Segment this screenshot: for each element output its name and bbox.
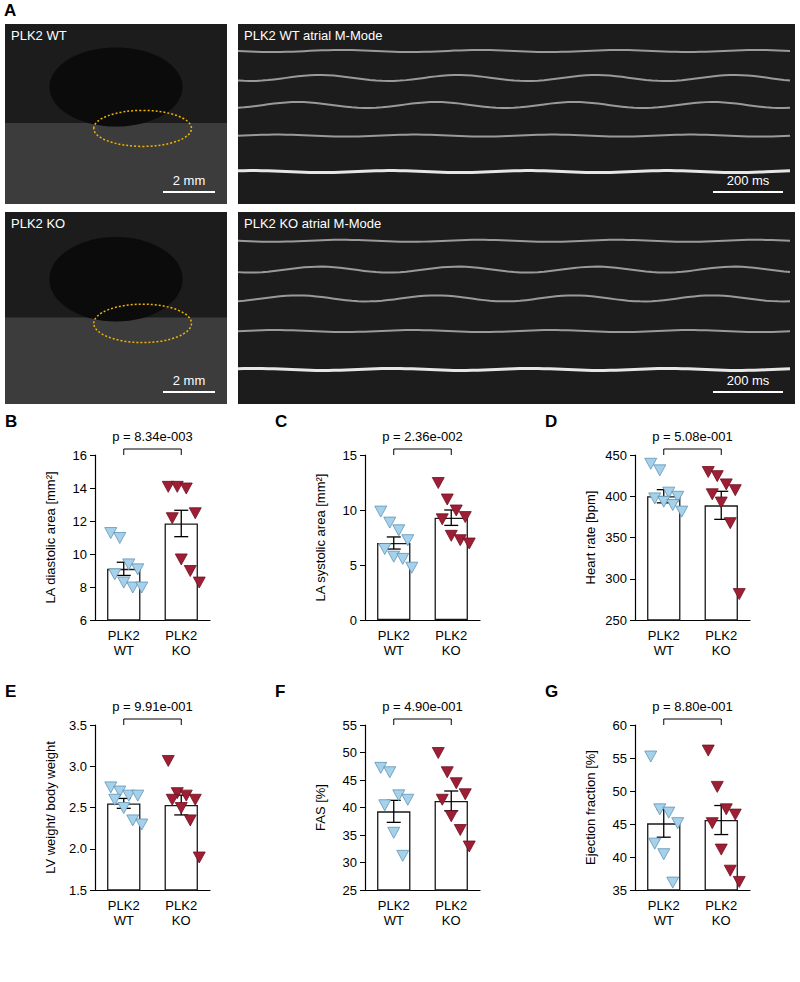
- svg-text:45: 45: [343, 773, 357, 788]
- svg-text:PLK2: PLK2: [378, 898, 410, 913]
- svg-text:2.5: 2.5: [69, 800, 87, 815]
- svg-text:PLK2: PLK2: [165, 898, 197, 913]
- svg-text:1.5: 1.5: [69, 883, 87, 898]
- svg-text:55: 55: [343, 718, 357, 733]
- svg-text:350: 350: [605, 530, 627, 545]
- svg-text:KO: KO: [442, 913, 461, 928]
- svg-text:LA systolic area [mm²]: LA systolic area [mm²]: [313, 474, 328, 602]
- svg-text:200 ms: 200 ms: [727, 173, 770, 188]
- svg-text:KO: KO: [712, 913, 731, 928]
- svg-text:p = 8.34e-003: p = 8.34e-003: [112, 429, 193, 444]
- svg-text:0: 0: [350, 613, 357, 628]
- svg-text:PLK2: PLK2: [108, 628, 140, 643]
- svg-text:KO: KO: [172, 913, 191, 928]
- svg-text:3.0: 3.0: [69, 759, 87, 774]
- svg-text:45: 45: [613, 817, 627, 832]
- svg-text:KO: KO: [442, 643, 461, 658]
- svg-text:PLK2: PLK2: [435, 628, 467, 643]
- svg-text:2.0: 2.0: [69, 841, 87, 856]
- svg-text:50: 50: [343, 745, 357, 760]
- svg-text:25: 25: [343, 883, 357, 898]
- svg-text:WT: WT: [114, 643, 134, 658]
- svg-text:2 mm: 2 mm: [173, 373, 206, 388]
- svg-text:200 ms: 200 ms: [727, 373, 770, 388]
- svg-text:WT: WT: [654, 913, 674, 928]
- svg-text:14: 14: [73, 481, 87, 496]
- svg-text:PLK2: PLK2: [648, 628, 680, 643]
- svg-text:PLK2 KO atrial M-Mode: PLK2 KO atrial M-Mode: [244, 216, 381, 231]
- svg-text:2 mm: 2 mm: [173, 173, 206, 188]
- svg-text:WT: WT: [654, 643, 674, 658]
- svg-text:16: 16: [73, 448, 87, 463]
- svg-text:450: 450: [605, 448, 627, 463]
- svg-text:35: 35: [613, 883, 627, 898]
- svg-text:Ejection fraction [%]: Ejection fraction [%]: [583, 750, 598, 865]
- svg-text:p = 5.08e-001: p = 5.08e-001: [652, 429, 733, 444]
- svg-text:PLK2: PLK2: [648, 898, 680, 913]
- svg-text:WT: WT: [384, 913, 404, 928]
- svg-text:p = 2.36e-002: p = 2.36e-002: [382, 429, 463, 444]
- svg-text:6: 6: [80, 613, 87, 628]
- svg-text:F: F: [275, 682, 285, 701]
- svg-text:PLK2: PLK2: [705, 628, 737, 643]
- svg-text:p = 8.80e-001: p = 8.80e-001: [652, 699, 733, 714]
- svg-text:8: 8: [80, 580, 87, 595]
- svg-text:60: 60: [613, 718, 627, 733]
- svg-text:KO: KO: [712, 643, 731, 658]
- svg-text:400: 400: [605, 489, 627, 504]
- svg-text:300: 300: [605, 571, 627, 586]
- svg-text:35: 35: [343, 828, 357, 843]
- svg-text:LV weight/ body weight: LV weight/ body weight: [43, 741, 58, 874]
- svg-text:PLK2: PLK2: [108, 898, 140, 913]
- svg-text:5: 5: [350, 558, 357, 573]
- svg-text:PLK2: PLK2: [435, 898, 467, 913]
- svg-text:C: C: [275, 412, 287, 431]
- svg-text:G: G: [545, 682, 558, 701]
- svg-text:PLK2: PLK2: [165, 628, 197, 643]
- svg-text:PLK2 WT: PLK2 WT: [11, 28, 67, 43]
- svg-text:E: E: [5, 682, 16, 701]
- svg-text:FAS [%]: FAS [%]: [313, 784, 328, 831]
- svg-text:10: 10: [343, 503, 357, 518]
- svg-text:PLK2 KO: PLK2 KO: [11, 216, 65, 231]
- svg-text:55: 55: [613, 751, 627, 766]
- svg-text:LA diastolic area [mm²]: LA diastolic area [mm²]: [43, 471, 58, 603]
- svg-text:PLK2: PLK2: [378, 628, 410, 643]
- svg-text:D: D: [545, 412, 557, 431]
- svg-text:12: 12: [73, 514, 87, 529]
- svg-text:WT: WT: [114, 913, 134, 928]
- svg-text:15: 15: [343, 448, 357, 463]
- svg-text:250: 250: [605, 613, 627, 628]
- svg-text:A: A: [4, 1, 16, 20]
- svg-text:50: 50: [613, 784, 627, 799]
- svg-text:p = 9.91e-001: p = 9.91e-001: [112, 699, 193, 714]
- svg-text:PLK2 WT atrial M-Mode: PLK2 WT atrial M-Mode: [244, 28, 382, 43]
- svg-text:40: 40: [613, 850, 627, 865]
- svg-text:40: 40: [343, 800, 357, 815]
- svg-text:p = 4.90e-001: p = 4.90e-001: [382, 699, 463, 714]
- svg-text:30: 30: [343, 855, 357, 870]
- svg-text:10: 10: [73, 547, 87, 562]
- svg-text:WT: WT: [384, 643, 404, 658]
- svg-text:B: B: [5, 412, 17, 431]
- svg-text:3.5: 3.5: [69, 718, 87, 733]
- svg-text:PLK2: PLK2: [705, 898, 737, 913]
- svg-text:Heart rate [bpm]: Heart rate [bpm]: [583, 491, 598, 585]
- svg-text:KO: KO: [172, 643, 191, 658]
